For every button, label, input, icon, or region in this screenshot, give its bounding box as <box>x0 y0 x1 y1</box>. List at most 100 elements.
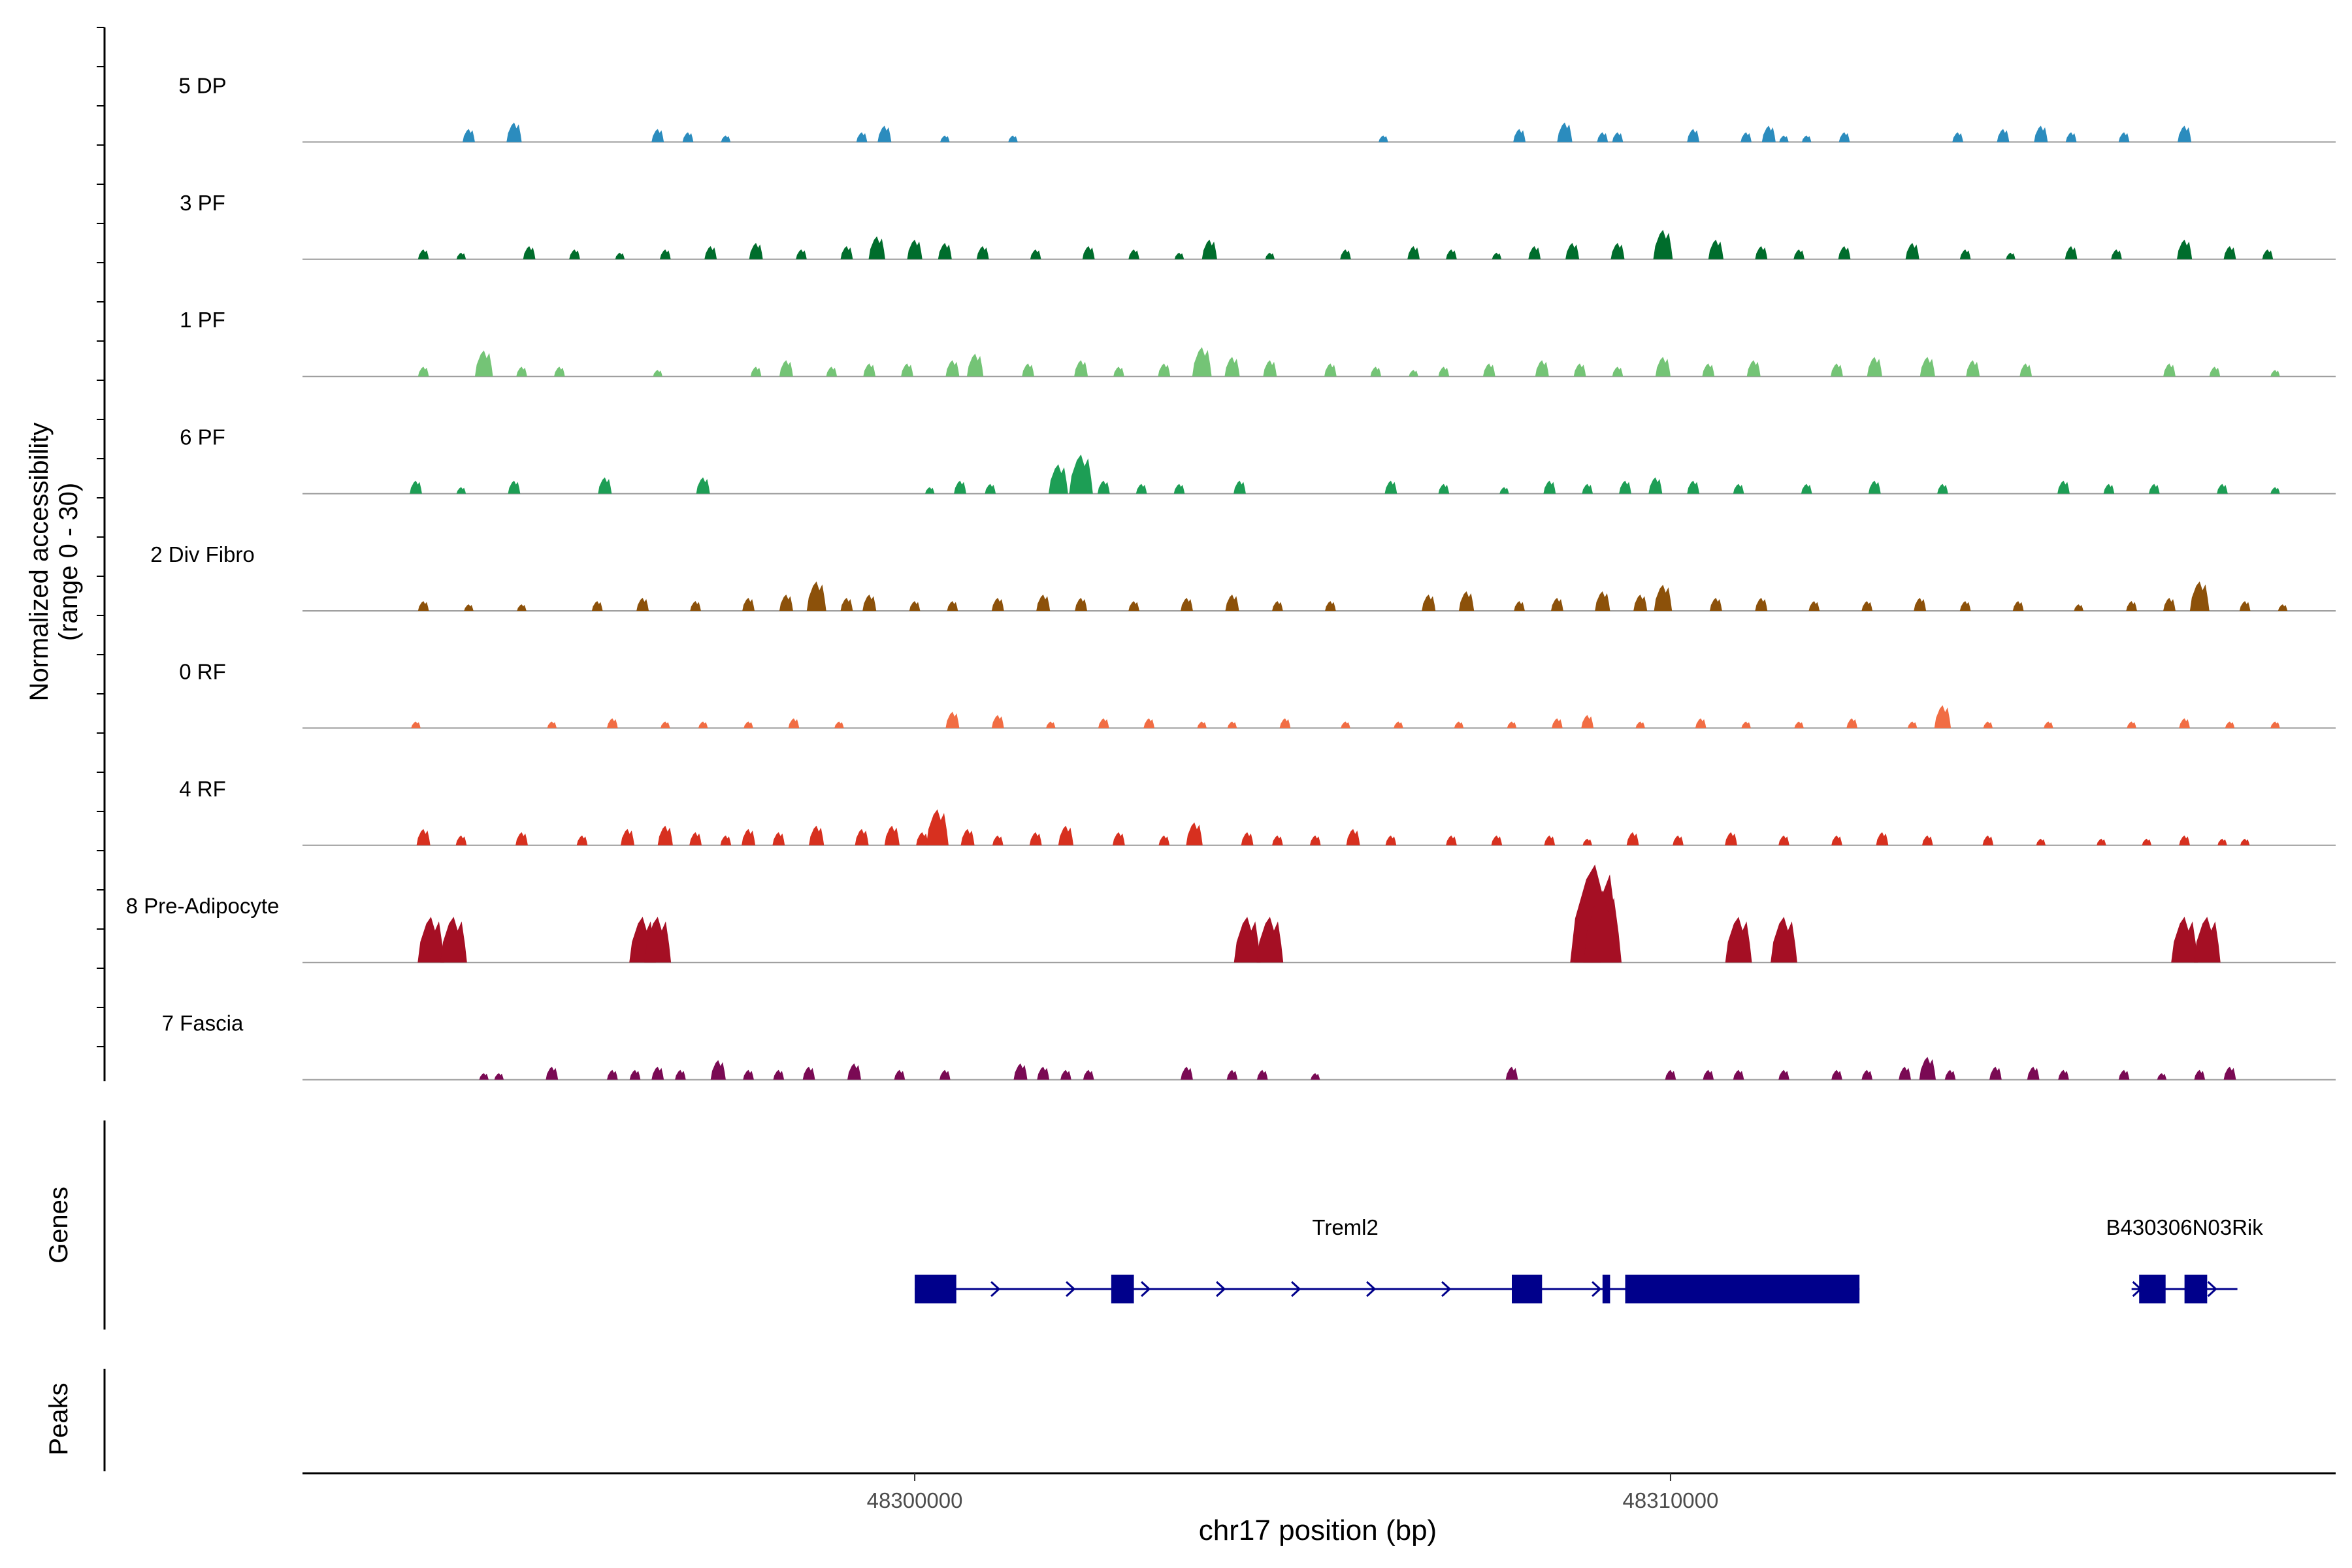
coverage-peak <box>1746 360 1761 377</box>
track-label: 5 DP <box>178 73 226 97</box>
coverage-peak <box>515 832 528 845</box>
coverage-peak <box>1982 835 1994 845</box>
coverage-peak <box>1173 483 1185 494</box>
track-2-div-fibro: 2 Div Fibro <box>150 542 2336 612</box>
coverage-peak <box>1446 835 1457 845</box>
coverage-peak <box>947 601 958 611</box>
coverage-peak <box>517 604 527 611</box>
track-label: 4 RF <box>179 777 226 801</box>
coverage-peak <box>1324 363 1337 377</box>
coverage-tracks: 5 DP 3 PF 1 PF 6 PF 2 Div Fibro 0 RF 4 RF 8 Pre… <box>126 73 2336 1081</box>
y-axis-ticks <box>97 27 105 1047</box>
coverage-peak <box>1128 249 1139 259</box>
coverage-peak <box>1013 1063 1028 1080</box>
coverage-peak <box>675 1070 686 1080</box>
coverage-peak <box>1029 832 1042 845</box>
coverage-peak <box>2179 718 2190 728</box>
coverage-peak <box>1197 721 1207 728</box>
coverage-peak <box>464 604 474 611</box>
coverage-peak <box>1838 132 1850 142</box>
track-label: 3 PF <box>180 191 225 215</box>
x-axis-label: chr17 position (bp) <box>1199 1514 1437 1546</box>
coverage-peak <box>2065 132 2077 142</box>
coverage-peak <box>1256 917 1284 963</box>
coverage-peak <box>945 360 960 377</box>
coverage-peak <box>2270 370 2280 377</box>
coverage-peak <box>1944 1070 1956 1080</box>
coverage-peak <box>901 363 913 377</box>
coverage-peak <box>1158 835 1170 845</box>
coverage-peak <box>1959 601 1971 611</box>
coverage-peak <box>1384 480 1397 494</box>
coverage-peak <box>1733 483 1744 494</box>
coverage-peak <box>868 236 885 259</box>
coverage-peak <box>410 480 422 494</box>
coverage-peak <box>696 477 710 494</box>
coverage-peak <box>1192 347 1212 377</box>
gene-exon <box>2139 1275 2166 1303</box>
coverage-peak <box>862 595 877 611</box>
coverage-peak <box>1049 464 1068 494</box>
coverage-peak <box>1937 483 1948 494</box>
coverage-peak <box>1610 242 1625 259</box>
coverage-peak <box>945 711 960 728</box>
coverage-peak <box>607 718 618 728</box>
coverage-peak <box>1446 249 1457 259</box>
coverage-peak <box>1989 1066 2002 1080</box>
coverage-peak <box>954 480 966 494</box>
coverage-peak <box>1868 480 1881 494</box>
coverage-peak <box>1379 135 1388 142</box>
coverage-peak <box>1557 122 1573 142</box>
coverage-peak <box>1655 357 1671 377</box>
coverage-peak <box>1272 601 1283 611</box>
coverage-peak <box>907 239 923 259</box>
coverage-peak <box>1279 718 1291 728</box>
coverage-peak <box>547 721 557 728</box>
coverage-peak <box>1673 835 1684 845</box>
coverage-peak <box>621 828 634 845</box>
coverage-peak <box>644 917 672 963</box>
coverage-peak <box>1409 370 1418 377</box>
coverage-peak <box>1914 598 1927 611</box>
coverage-peak <box>2065 246 2078 259</box>
strand-arrow <box>990 1281 1001 1298</box>
coverage-peak <box>1755 598 1768 611</box>
coverage-peak <box>456 487 466 494</box>
coverage-peak <box>1535 360 1549 377</box>
coverage-peak <box>1687 480 1700 494</box>
coverage-peak <box>2239 601 2251 611</box>
gene-label: Treml2 <box>1312 1215 1378 1239</box>
track-label: 2 Div Fibro <box>150 542 255 566</box>
track-label: 6 PF <box>180 425 225 449</box>
coverage-peak <box>1272 835 1283 845</box>
coverage-peak <box>1370 367 1382 377</box>
coverage-peak <box>607 1070 618 1080</box>
coverage-peak <box>1861 1070 1872 1080</box>
coverage-peak <box>1030 249 1041 259</box>
coverage-peak <box>721 135 731 142</box>
coverage-peak <box>710 1060 726 1080</box>
track-3-pf: 3 PF <box>180 191 2336 260</box>
gene-exon <box>1111 1275 1134 1303</box>
track-0-rf: 0 RF <box>179 659 2336 729</box>
coverage-peak <box>576 835 588 845</box>
track-5-dp: 5 DP <box>178 73 2336 143</box>
coverage-peak <box>1687 129 1700 142</box>
coverage-peak <box>2163 363 2176 377</box>
coverage-peak <box>939 1070 951 1080</box>
track-label: 0 RF <box>179 659 226 683</box>
coverage-peak <box>508 480 521 494</box>
coverage-peak <box>743 721 753 728</box>
coverage-peak <box>417 917 445 963</box>
coverage-peak <box>615 252 625 259</box>
coverage-peak <box>834 721 844 728</box>
coverage-peak <box>2019 363 2033 377</box>
coverage-peak <box>598 477 612 494</box>
coverage-peak <box>847 1063 861 1080</box>
coverage-peak <box>569 249 580 259</box>
coverage-peak <box>1438 483 1450 494</box>
coverage-peak <box>2044 721 2053 728</box>
coverage-peak <box>1083 1070 1094 1080</box>
coverage-peak <box>856 132 868 142</box>
coverage-peak <box>1311 1073 1320 1080</box>
